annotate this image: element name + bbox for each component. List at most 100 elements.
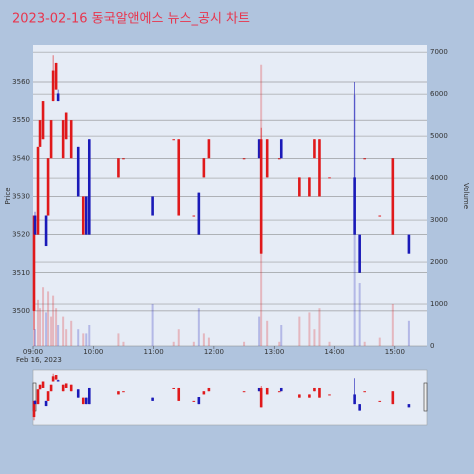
mini-candle-body bbox=[122, 391, 125, 393]
candle-body bbox=[61, 120, 65, 159]
volume-bar bbox=[151, 304, 154, 346]
candle-body bbox=[36, 146, 40, 235]
candle-body bbox=[177, 139, 181, 216]
mini-candle-body bbox=[257, 387, 261, 392]
mini-candle-body bbox=[151, 397, 154, 401]
mini-candle-body bbox=[318, 387, 321, 398]
volume-bar bbox=[266, 320, 269, 346]
volume-bar bbox=[62, 316, 65, 346]
mini-candle-body bbox=[87, 387, 91, 405]
volume-bar bbox=[278, 341, 281, 346]
mini-candle-body bbox=[56, 380, 60, 382]
candle-body bbox=[38, 120, 42, 147]
mini-candle-body bbox=[265, 387, 269, 395]
candle-body bbox=[378, 215, 382, 217]
mini-candle-body bbox=[64, 383, 68, 388]
mini-candle-body bbox=[84, 397, 88, 405]
mini-candle-body bbox=[353, 394, 356, 405]
mini-candle-body bbox=[391, 391, 395, 405]
y2-tick-label: 5000 bbox=[430, 132, 448, 140]
y-axis-label: Price bbox=[4, 187, 12, 204]
candle-body bbox=[277, 158, 281, 160]
mini-candle-body bbox=[207, 387, 211, 392]
volume-bar bbox=[172, 341, 175, 346]
volume-bar bbox=[55, 308, 58, 346]
volume-bar bbox=[391, 304, 394, 346]
mini-candle-body bbox=[407, 404, 411, 408]
volume-bar bbox=[34, 329, 37, 346]
mini-candle-body bbox=[378, 400, 382, 402]
volume-bar bbox=[45, 312, 48, 346]
candle-body bbox=[353, 177, 356, 235]
candle-body bbox=[265, 139, 269, 178]
volume-bar bbox=[85, 333, 88, 346]
volume-bar bbox=[57, 325, 60, 346]
y-tick-label: 3500 bbox=[12, 307, 30, 315]
x-tick-label: 13:00 bbox=[264, 348, 284, 356]
volume-bar bbox=[328, 341, 331, 346]
plot-area bbox=[33, 45, 427, 346]
y2-tick-label: 2000 bbox=[430, 258, 448, 266]
volume-bar bbox=[65, 329, 68, 346]
y2-tick-label: 6000 bbox=[430, 90, 448, 98]
volume-bar bbox=[197, 308, 200, 346]
volume-bar bbox=[358, 283, 361, 346]
candle-body bbox=[192, 215, 196, 217]
slider-handle[interactable] bbox=[423, 382, 428, 412]
candle-body bbox=[172, 139, 176, 141]
mini-candle-body bbox=[177, 387, 181, 401]
candle-body bbox=[358, 234, 361, 273]
candle-body bbox=[44, 215, 48, 247]
mini-candle-body bbox=[36, 389, 40, 405]
volume-bar bbox=[47, 291, 50, 346]
range-slider[interactable] bbox=[32, 369, 428, 426]
candle-body bbox=[117, 158, 120, 178]
x-tick-label: 12:00 bbox=[204, 348, 224, 356]
volume-bar bbox=[207, 337, 210, 346]
mini-candle-body bbox=[49, 384, 53, 392]
chart-title: 2023-02-16 동국알앤에스 뉴스_공시 차트 bbox=[12, 12, 250, 27]
y2-tick-label: 3000 bbox=[430, 216, 448, 224]
mini-candle-body bbox=[33, 400, 37, 405]
mini-candle-body bbox=[38, 384, 42, 390]
candle-body bbox=[202, 158, 206, 178]
mini-candle-body bbox=[363, 391, 366, 393]
candle-body bbox=[279, 139, 283, 159]
candle-body bbox=[391, 158, 395, 235]
y2-tick-label: 4000 bbox=[430, 174, 448, 182]
volume-bar bbox=[37, 299, 40, 346]
volume-bar bbox=[407, 320, 410, 346]
x-tick-label: 11:00 bbox=[144, 348, 164, 356]
candle-body bbox=[122, 158, 125, 160]
y-tick-label: 3520 bbox=[12, 231, 30, 239]
candle-body bbox=[259, 139, 263, 254]
y2-axis-label: Volume bbox=[462, 183, 470, 209]
mini-candle-body bbox=[298, 394, 301, 398]
mini-candle-body bbox=[308, 394, 311, 398]
volume-bar bbox=[39, 308, 42, 346]
mini-candle-body bbox=[46, 391, 50, 401]
candle-body bbox=[81, 196, 85, 235]
candle-body bbox=[69, 120, 73, 159]
volume-bar bbox=[177, 329, 180, 346]
volume-bar bbox=[88, 325, 91, 346]
mini-candle-body bbox=[117, 391, 120, 395]
candle-body bbox=[56, 93, 60, 102]
candle-body bbox=[328, 177, 331, 179]
x-tick-label: 15:00 bbox=[385, 348, 405, 356]
y-tick-label: 3550 bbox=[12, 116, 30, 124]
mini-candle-body bbox=[358, 404, 361, 411]
mini-candle-body bbox=[32, 400, 36, 418]
mini-candle-body bbox=[69, 384, 73, 392]
volume-bar bbox=[52, 295, 55, 346]
candle-body bbox=[49, 120, 53, 159]
mini-candle-body bbox=[279, 387, 283, 392]
date-label: Feb 16, 2023 bbox=[16, 356, 62, 364]
candle-body bbox=[363, 158, 366, 160]
candle-body bbox=[407, 234, 411, 254]
mini-candle-body bbox=[313, 387, 316, 392]
volume-bar bbox=[363, 341, 366, 346]
volume-bar bbox=[318, 308, 321, 346]
volume-bar bbox=[70, 320, 73, 346]
mini-candle-body bbox=[54, 375, 58, 380]
